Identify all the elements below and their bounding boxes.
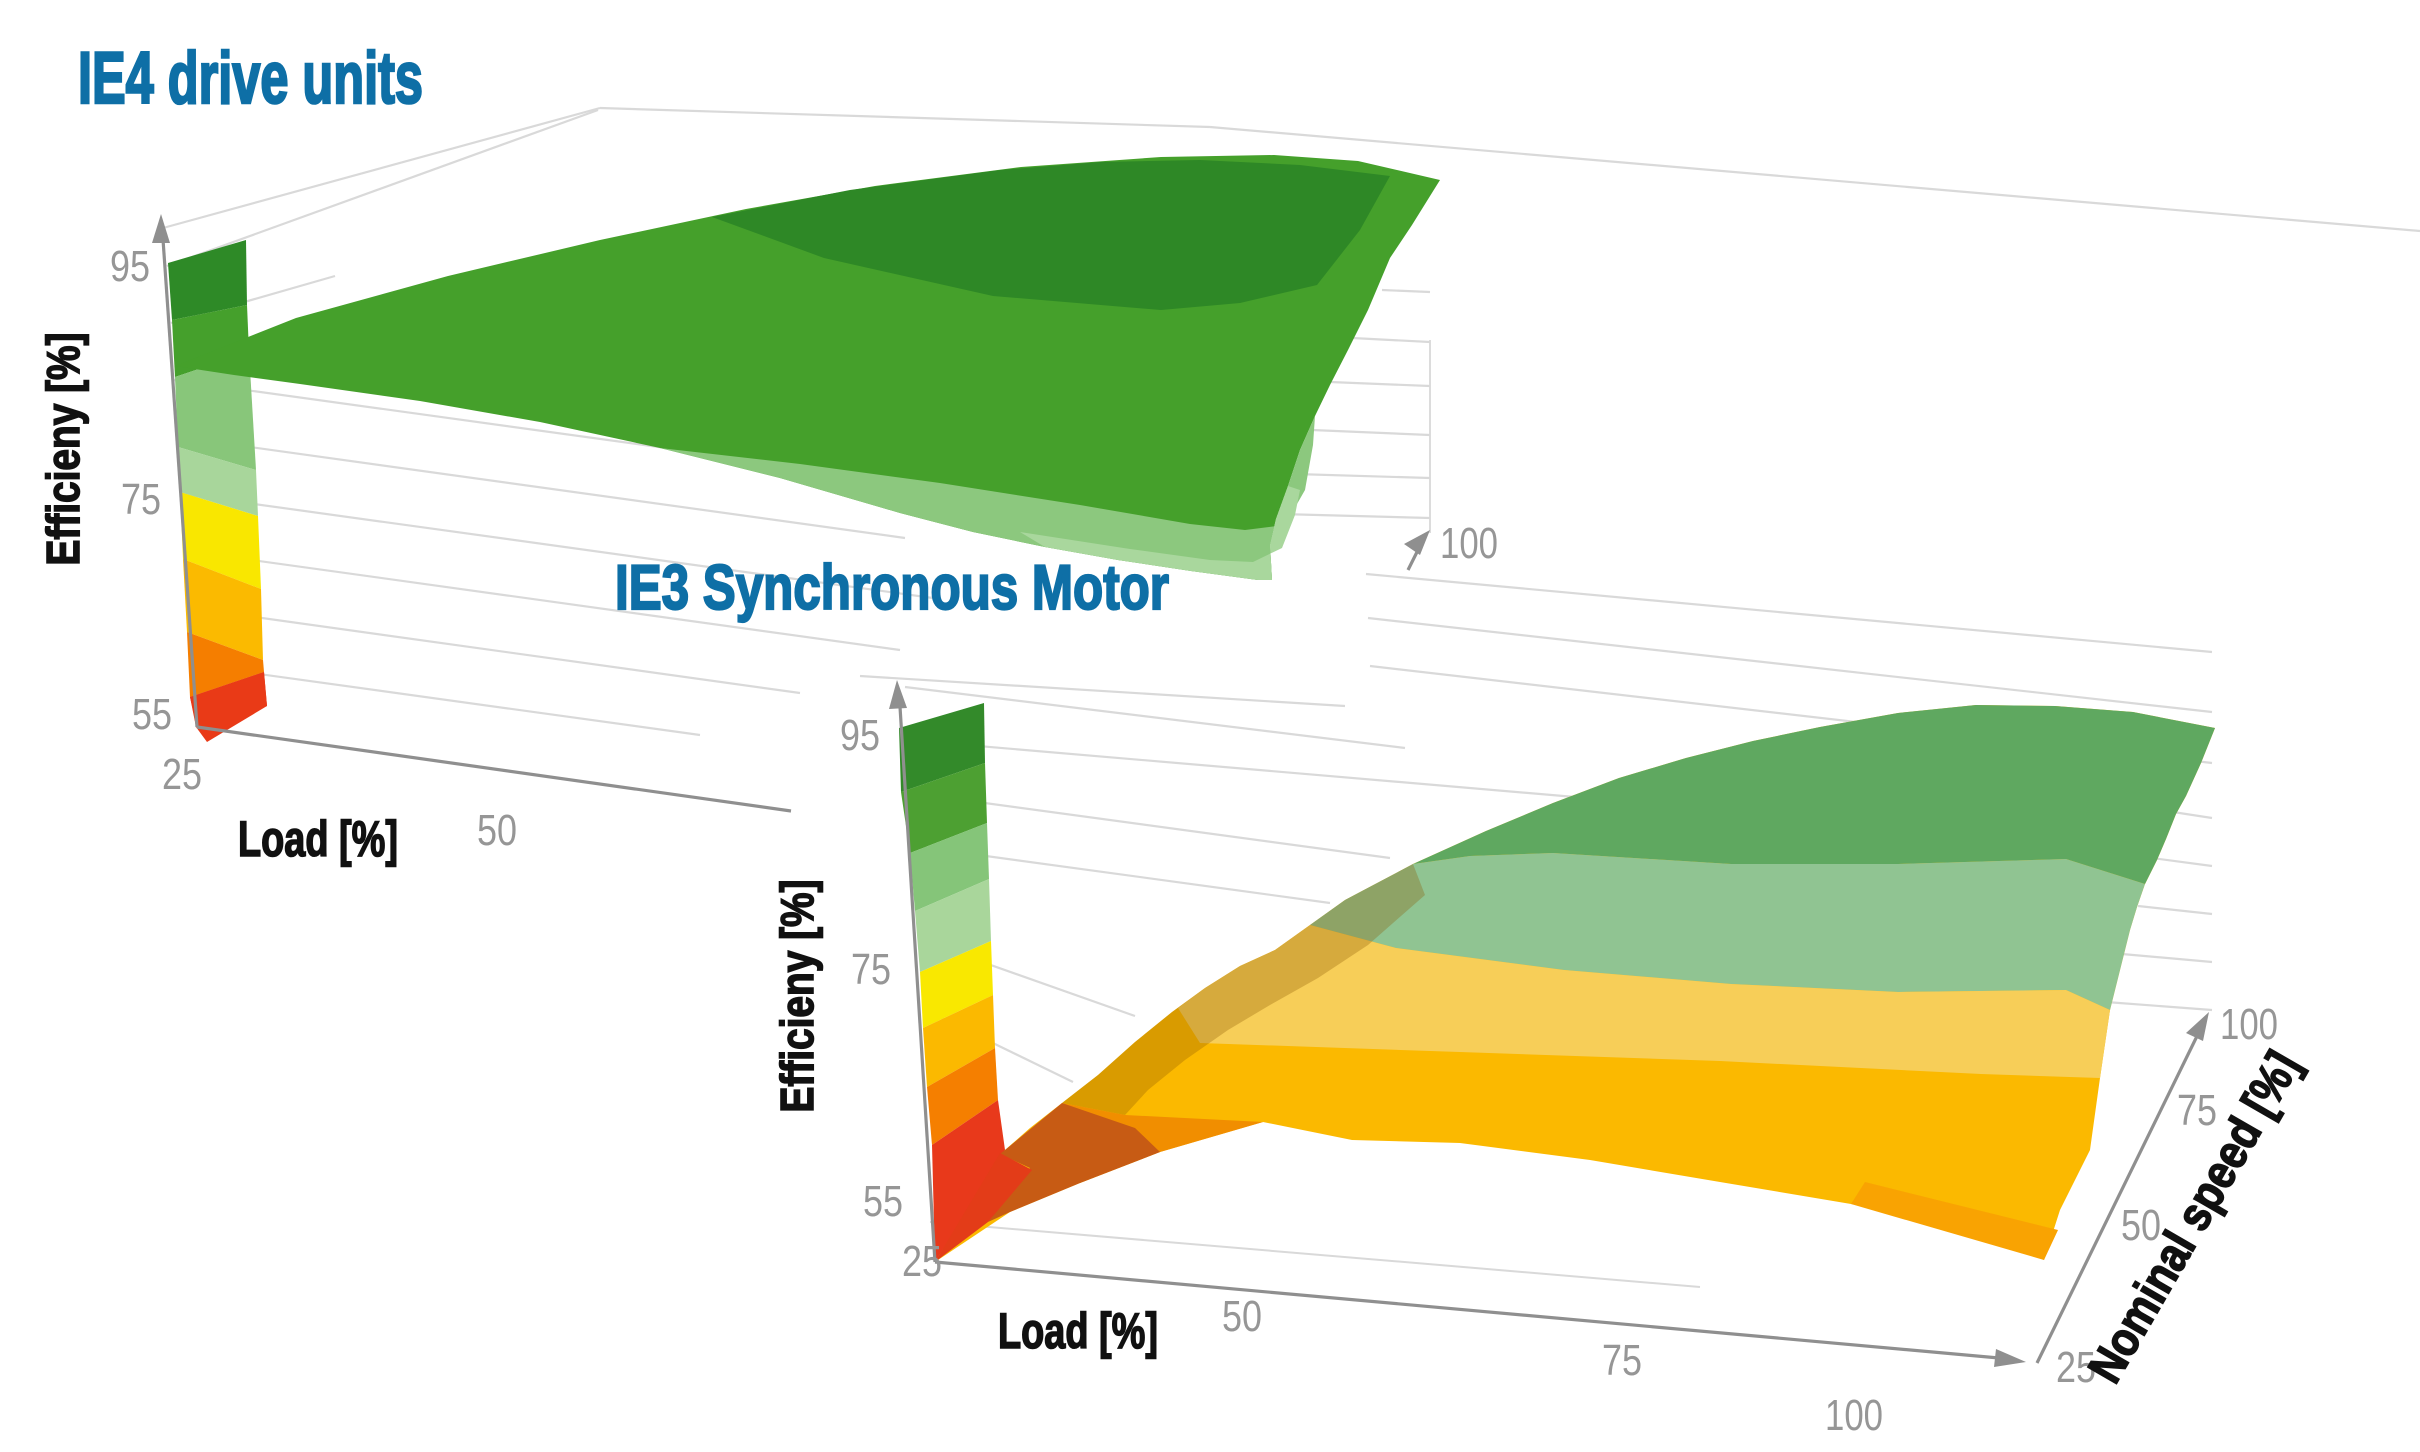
svg-text:Efficieny [%]: Efficieny [%] bbox=[771, 880, 823, 1113]
svg-text:50: 50 bbox=[2121, 1201, 2161, 1250]
svg-text:100: 100 bbox=[1440, 519, 1498, 568]
svg-text:IE4 drive units: IE4 drive units bbox=[78, 38, 423, 119]
svg-text:55: 55 bbox=[132, 690, 172, 739]
svg-text:55: 55 bbox=[863, 1177, 903, 1226]
svg-text:25: 25 bbox=[2056, 1343, 2096, 1392]
svg-text:IE3 Synchronous Motor: IE3 Synchronous Motor bbox=[615, 553, 1169, 623]
svg-text:100: 100 bbox=[2220, 1000, 2278, 1049]
svg-text:25: 25 bbox=[162, 750, 202, 799]
svg-text:75: 75 bbox=[851, 945, 891, 994]
svg-text:25: 25 bbox=[902, 1237, 942, 1286]
svg-text:Load [%]: Load [%] bbox=[238, 811, 398, 867]
svg-text:95: 95 bbox=[840, 711, 880, 760]
svg-text:75: 75 bbox=[2177, 1086, 2217, 1135]
svg-text:Efficieny [%]: Efficieny [%] bbox=[37, 333, 89, 566]
svg-text:Load [%]: Load [%] bbox=[998, 1303, 1158, 1359]
svg-text:95: 95 bbox=[110, 242, 150, 291]
svg-text:50: 50 bbox=[1222, 1292, 1262, 1341]
svg-text:75: 75 bbox=[1602, 1336, 1642, 1385]
svg-text:75: 75 bbox=[121, 475, 161, 524]
svg-text:50: 50 bbox=[477, 806, 517, 855]
svg-text:100: 100 bbox=[1825, 1391, 1883, 1440]
